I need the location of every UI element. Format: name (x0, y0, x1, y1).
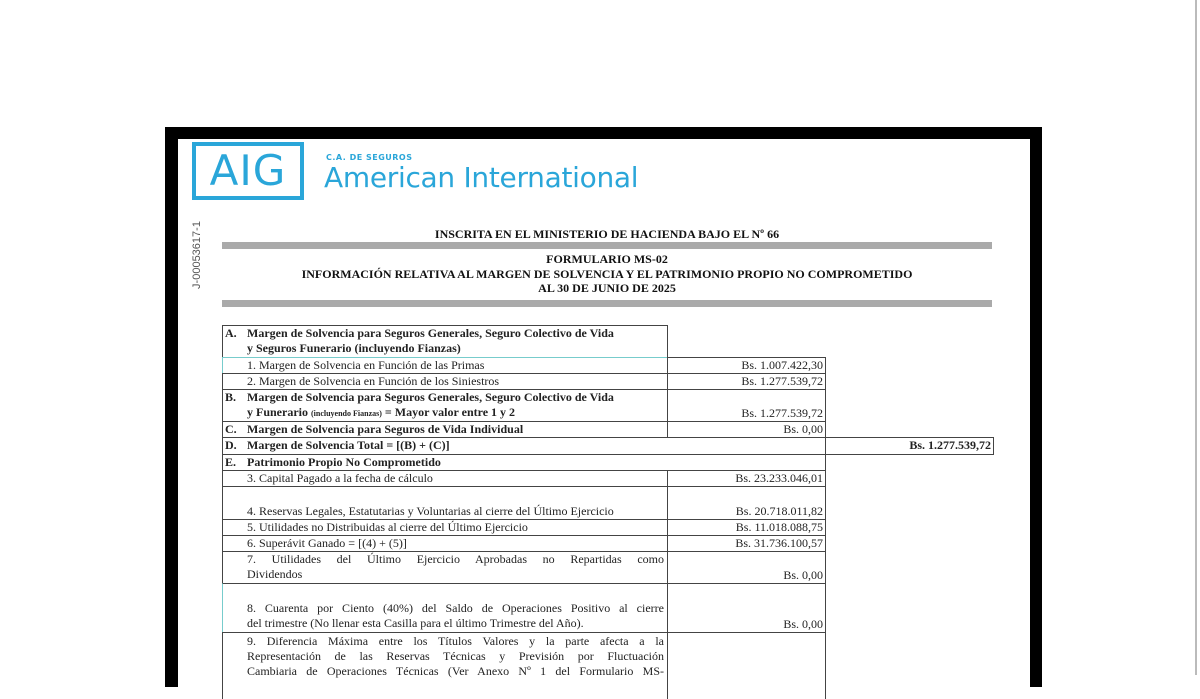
amount-cell: Bs. 11.018.088,75 (667, 519, 826, 536)
table-row: 6. Superávit Ganado = [(4) + (5)] (222, 535, 668, 552)
form-code: FORMULARIO MS-02 (546, 252, 668, 266)
amount-cell: Bs. 0,00 (667, 421, 826, 438)
total-cell: Bs. 1.277.539,72 (825, 437, 994, 455)
row-letter: A. (225, 326, 237, 340)
logo-company-name: American International (324, 161, 639, 194)
row-label: Representación de las Reservas Técnicas … (247, 649, 664, 663)
row-label: Margen de Solvencia para Seguros General… (247, 390, 614, 404)
amount-cell: Bs. 1.277.539,72 (667, 389, 826, 422)
table-row: D. Margen de Solvencia Total = [(B) + (C)… (222, 437, 826, 455)
row-label: Margen de Solvencia para Seguros de Vida… (247, 422, 524, 436)
logo-prefix: C.A. DE SEGUROS (326, 153, 413, 162)
table-row: A. Margen de Solvencia para Seguros Gener… (222, 325, 668, 358)
amount-cell: Bs. 23.233.046,01 (667, 470, 826, 487)
row-label: = Mayor valor entre 1 y 2 (381, 405, 516, 419)
rif-number: J-00053617-1 (191, 221, 203, 289)
row-letter: C. (225, 422, 237, 436)
table-row: 7. Utilidades del Último Ejercicio Aprob… (222, 551, 668, 584)
amount-cell: Bs. 0,00 (667, 583, 826, 633)
amount-cell (667, 632, 826, 699)
divider (222, 300, 992, 307)
table-row: 2. Margen de Solvencia en Función de los… (222, 373, 668, 390)
row-label: Cambiaria de Operaciones Técnicas (Ver A… (247, 664, 664, 678)
table-row: B. Margen de Solvencia para Seguros Gener… (222, 389, 668, 422)
row-label-note: (incluyendo Fianzas) (311, 409, 382, 418)
table-row: E. Patrimonio Propio No Comprometido (222, 454, 826, 471)
aig-logo: AIG (192, 142, 304, 200)
table-row: 1. Margen de Solvencia en Función de las… (222, 357, 668, 374)
row-label: 7. Utilidades del Último Ejercicio Aprob… (247, 552, 664, 566)
row-label: del trimestre (No llenar esta Casilla pa… (247, 616, 584, 630)
row-label: 9. Diferencia Máxima entre los Títulos V… (247, 634, 664, 648)
table-row: 9. Diferencia Máxima entre los Títulos V… (222, 632, 668, 699)
row-label: Margen de Solvencia para Seguros General… (247, 326, 614, 340)
amount-cell: Bs. 31.736.100,57 (667, 535, 826, 552)
document-page: AIG C.A. DE SEGUROS American Internation… (178, 139, 1030, 699)
table-row: 4. Reservas Legales, Estatutarias y Volu… (222, 486, 668, 520)
divider (222, 242, 992, 249)
table-row: 3. Capital Pagado a la fecha de cálculo (222, 470, 668, 487)
table-row: 5. Utilidades no Distribuidas al cierre … (222, 519, 668, 536)
row-label: y Funerario (247, 405, 311, 419)
row-label: y Seguros Funerario (incluyendo Fianzas) (247, 341, 461, 355)
amount-cell: Bs. 1.277.539,72 (667, 373, 826, 390)
amount-cell: Bs. 20.718.011,82 (667, 486, 826, 520)
row-letter: D. (225, 438, 237, 452)
form-title: INFORMACIÓN RELATIVA AL MARGEN DE SOLVEN… (301, 267, 913, 281)
amount-cell: Bs. 1.007.422,30 (667, 357, 826, 374)
row-label: Patrimonio Propio No Comprometido (247, 455, 441, 469)
table-row: 8. Cuarenta por Ciento (40%) del Saldo d… (222, 583, 668, 633)
table-row: C. Margen de Solvencia para Seguros de Vi… (222, 421, 668, 438)
row-label: Dividendos (247, 567, 303, 581)
form-date: AL 30 DE JUNIO DE 2025 (538, 281, 676, 295)
row-letter: B. (225, 390, 237, 404)
row-label: Margen de Solvencia Total = [(B) + (C)] (247, 438, 450, 452)
registration-line: INSCRITA EN EL MINISTERIO DE HACIENDA BA… (434, 227, 780, 241)
window-edge (1195, 0, 1197, 675)
amount-cell: Bs. 0,00 (667, 551, 826, 584)
row-label: 8. Cuarenta por Ciento (40%) del Saldo d… (247, 601, 664, 615)
row-letter: E. (225, 455, 237, 469)
